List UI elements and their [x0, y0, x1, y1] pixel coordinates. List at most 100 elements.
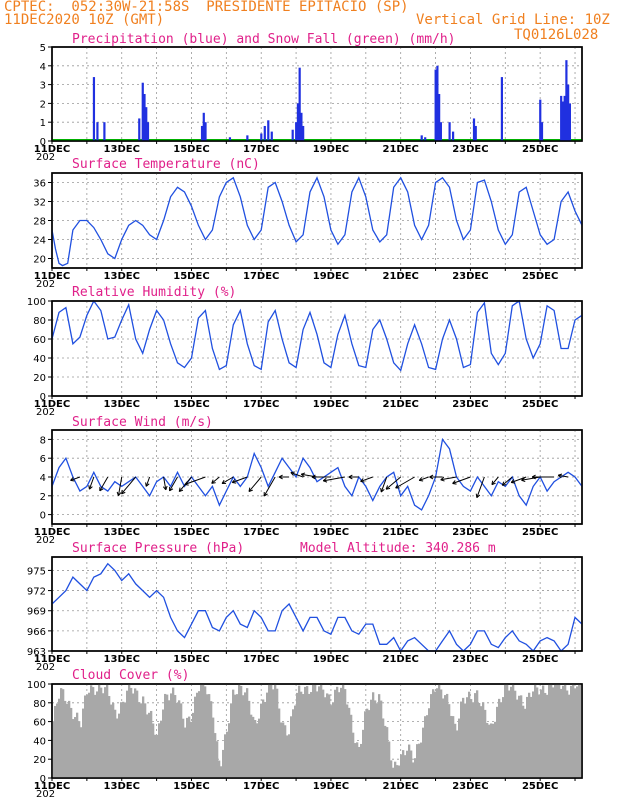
- cloud-bar: [172, 687, 175, 778]
- x-tick-label: 21DEC: [382, 527, 418, 538]
- cloud-bar: [376, 703, 379, 778]
- x-tick-label: 15DEC: [173, 399, 209, 410]
- x-tick-label: 25DEC: [522, 271, 558, 282]
- x-tick-label: 19DEC: [313, 399, 349, 410]
- precip-bar: [143, 94, 146, 141]
- cloud-bar: [422, 727, 425, 778]
- x-tick-label: 11DEC: [34, 654, 70, 665]
- cloud-bar: [334, 689, 337, 778]
- wind-arrowhead: [99, 486, 104, 492]
- y-tick-label: 975: [27, 566, 46, 577]
- cloud-bar: [234, 694, 237, 778]
- cloud-bar: [378, 694, 381, 778]
- precip-bar: [146, 122, 150, 141]
- cloud-bar: [472, 702, 475, 778]
- x-tick-label: 25DEC: [522, 399, 558, 410]
- cloud-bar: [138, 702, 141, 778]
- y-tick-label: 0: [40, 511, 46, 522]
- cloud-bar: [166, 694, 169, 778]
- cloud-bar: [278, 708, 281, 778]
- panel-1: 20 24 28 32 36 11DEC 13DEC 15DEC 17DEC 19DEC 21DEC…: [33, 157, 583, 290]
- cloud-bar: [484, 709, 487, 778]
- cloud-bar: [450, 715, 453, 778]
- cloud-bar: [474, 693, 477, 778]
- cloud-bar: [104, 687, 107, 778]
- cloud-bar: [394, 761, 397, 778]
- year-label: 202: [36, 662, 55, 673]
- precip-bar: [434, 69, 437, 141]
- cloud-bar: [396, 765, 399, 778]
- x-tick-label: 23DEC: [452, 271, 488, 282]
- wind-arrowhead: [510, 479, 516, 484]
- cloud-bar: [282, 722, 285, 778]
- cloud-bar: [352, 732, 355, 778]
- cloud-bar: [178, 700, 181, 778]
- cloud-bar: [212, 717, 215, 778]
- wind-arrowhead: [531, 474, 536, 480]
- y-tick-label: 4: [40, 62, 46, 73]
- cloud-bar: [174, 695, 177, 778]
- cloud-bar: [220, 766, 223, 778]
- x-tick-label: 13DEC: [104, 144, 140, 155]
- cloud-bar: [322, 689, 325, 778]
- cloud-bar: [488, 724, 491, 778]
- wind-vector: [211, 476, 220, 484]
- cloud-bar: [308, 693, 311, 778]
- cloud-bar: [248, 700, 251, 778]
- cloud-bar: [576, 686, 579, 778]
- cloud-bar: [292, 709, 295, 778]
- wind-arrowhead: [557, 473, 563, 479]
- cloud-bar: [386, 727, 389, 778]
- cloud-bar: [412, 762, 415, 778]
- cloud-bar: [96, 691, 99, 778]
- precip-bar: [260, 133, 263, 141]
- cloud-bar: [206, 694, 209, 778]
- cloud-bar: [228, 723, 231, 778]
- panel-2: 0 20 40 60 80 100 11DEC 13DEC 15DEC 17DEC 19DEC 21D…: [27, 285, 583, 418]
- cloud-bar: [330, 705, 333, 778]
- cloud-bar: [302, 694, 305, 778]
- cloud-bar: [408, 744, 411, 778]
- cloud-bar: [244, 692, 247, 778]
- precip-bar: [561, 101, 565, 141]
- cloud-bar: [480, 706, 483, 778]
- cloud-bar: [176, 702, 179, 778]
- y-tick-label: 80: [33, 699, 46, 710]
- wind-arrowhead: [221, 479, 227, 484]
- cloud-bar: [516, 699, 519, 778]
- cloud-bar: [348, 707, 351, 778]
- cloud-bar: [566, 690, 569, 778]
- cloud-bar: [250, 714, 253, 778]
- cloud-bar: [390, 760, 393, 778]
- cloud-bar: [184, 727, 187, 778]
- x-tick-label: 15DEC: [173, 781, 209, 792]
- cloud-bar: [284, 725, 287, 778]
- wind-arrowhead: [169, 486, 174, 492]
- precip-bar: [96, 122, 99, 141]
- cloud-bar: [466, 697, 469, 778]
- cloud-bar: [196, 692, 199, 778]
- wind-arrowhead: [429, 474, 434, 480]
- cloud-bar: [536, 687, 539, 778]
- y-tick-label: 972: [27, 587, 46, 598]
- cloud-bar: [238, 684, 241, 778]
- cloud-bar: [280, 722, 283, 778]
- cloud-bar: [428, 708, 431, 778]
- cloud-bar: [524, 708, 527, 778]
- cloud-bar: [316, 691, 319, 778]
- cloud-bar: [60, 688, 63, 778]
- cloud-bar: [72, 719, 75, 778]
- precip-bar: [438, 94, 441, 141]
- cloud-bar: [540, 689, 543, 778]
- cloud-bar: [430, 694, 433, 778]
- cloud-bar: [54, 705, 57, 778]
- cloud-bar: [76, 712, 79, 778]
- series-line: [51, 562, 583, 653]
- wind-arrowhead: [452, 480, 457, 485]
- cloud-bar: [364, 711, 367, 778]
- wind-arrowhead: [231, 479, 237, 484]
- cloud-bar: [86, 694, 89, 778]
- y-tick-label: 4: [40, 473, 46, 484]
- cloud-bar: [414, 758, 417, 778]
- cloud-bar: [458, 718, 461, 778]
